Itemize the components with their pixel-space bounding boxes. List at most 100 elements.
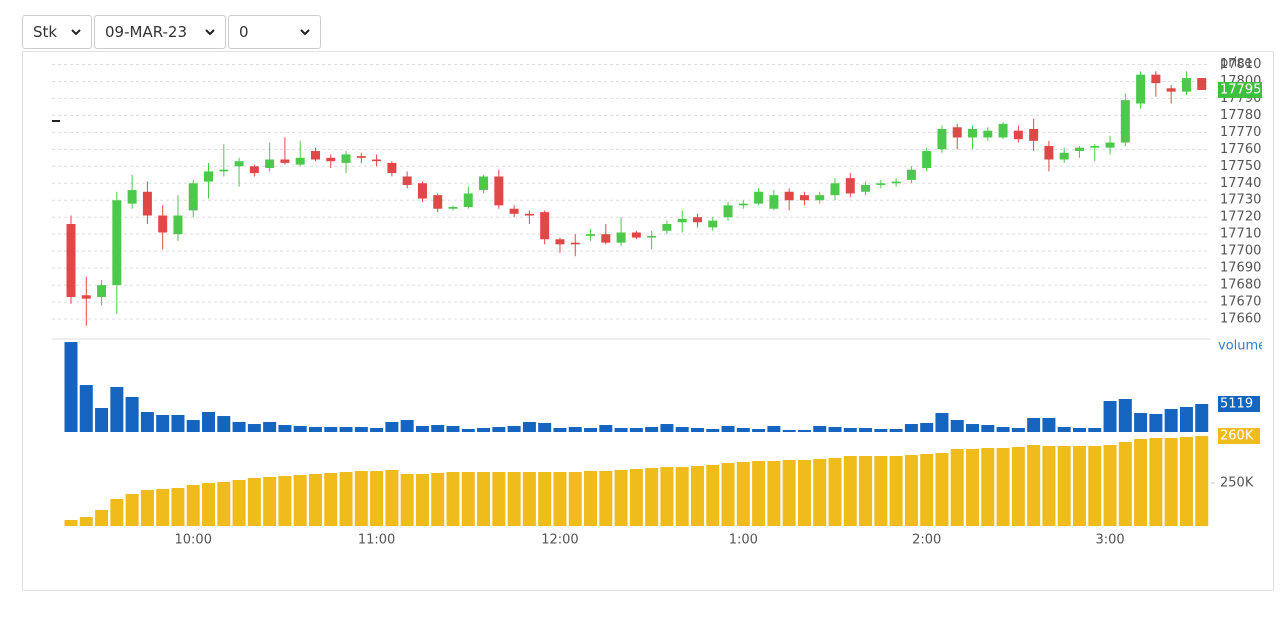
bar	[370, 470, 384, 526]
bar	[950, 448, 964, 526]
chevron	[205, 28, 215, 35]
y-tick-label: 17680	[1220, 278, 1261, 293]
candle-body	[586, 234, 596, 236]
y-tick-label: 17730	[1220, 193, 1261, 208]
bar	[568, 427, 582, 432]
candle-body	[204, 171, 214, 182]
bar	[614, 469, 628, 526]
y-tick-label: 17660	[1220, 312, 1261, 327]
candle-body	[1181, 78, 1191, 92]
bar	[966, 424, 980, 432]
bar	[507, 425, 521, 432]
bar	[492, 427, 506, 432]
x-tick-label: 3:00	[1095, 533, 1124, 548]
bar	[645, 468, 659, 526]
bar	[156, 488, 170, 526]
bar	[599, 424, 613, 432]
bar	[874, 455, 888, 526]
candle-body	[738, 203, 748, 206]
y-tick-label: 17690	[1220, 261, 1261, 276]
bar	[1057, 427, 1071, 432]
bar	[813, 425, 827, 432]
last-price-label: 17795	[1220, 82, 1261, 97]
candle-body	[570, 242, 580, 245]
bar	[797, 429, 811, 432]
candle-body	[830, 183, 840, 196]
bar	[1164, 409, 1178, 432]
bar	[1011, 428, 1025, 432]
bar	[507, 472, 521, 526]
bar	[400, 473, 414, 526]
candle-body	[417, 183, 427, 199]
candle-body	[341, 154, 351, 163]
bar	[1103, 400, 1117, 432]
bar	[522, 421, 536, 432]
bar	[782, 460, 796, 526]
bar	[538, 422, 552, 432]
date-select[interactable]: 09-MAR-23	[94, 15, 226, 49]
candle-body	[142, 191, 152, 216]
bar	[752, 460, 766, 526]
candle-body	[188, 183, 198, 211]
bar	[553, 428, 567, 432]
select-text: Stk	[33, 23, 58, 41]
bar	[278, 475, 292, 526]
candle-body	[249, 166, 259, 174]
candle-body	[112, 200, 122, 286]
bar	[1057, 446, 1071, 526]
candle-body	[66, 224, 76, 297]
candle-body	[372, 159, 382, 162]
bar	[79, 517, 93, 526]
bar	[446, 472, 460, 526]
bar	[889, 455, 903, 526]
chart: 17660 17670 17680 17690 17700 17710 17720 17730…	[52, 56, 1262, 548]
bar	[859, 455, 873, 526]
last-price-badge	[1218, 81, 1262, 98]
candle-body	[1059, 152, 1069, 160]
bar	[415, 425, 429, 432]
candle-body	[983, 130, 993, 138]
candle-body	[402, 176, 412, 185]
x-tick-label: 10:00	[175, 533, 212, 548]
bar	[1179, 437, 1193, 526]
bar	[1072, 428, 1086, 432]
bar	[263, 421, 277, 432]
stock-select[interactable]: Stk	[22, 15, 92, 49]
bar	[385, 421, 399, 432]
bar	[125, 493, 139, 526]
candle-body	[1136, 74, 1146, 104]
bar	[935, 452, 949, 526]
candle-body	[173, 215, 183, 235]
bar	[736, 461, 750, 526]
candle-body	[784, 191, 794, 201]
bar	[904, 455, 918, 526]
bar	[706, 464, 720, 526]
candle-body	[463, 193, 473, 208]
strike-select[interactable]: 0	[228, 15, 321, 49]
bar	[217, 482, 231, 526]
bar	[1195, 436, 1209, 526]
y-tick-label: 17740	[1220, 176, 1261, 191]
y-tick-label: 17700	[1220, 244, 1261, 259]
bar	[675, 427, 689, 432]
candle-body	[356, 156, 366, 158]
bar	[95, 509, 109, 526]
bar	[859, 428, 873, 432]
bar	[385, 469, 399, 526]
candle-body	[937, 128, 947, 150]
candle-body	[1120, 100, 1130, 143]
candle-body	[479, 176, 489, 191]
candle-body	[540, 212, 550, 240]
bar	[981, 424, 995, 432]
bar	[950, 420, 964, 432]
bar	[202, 482, 216, 526]
bar	[752, 428, 766, 432]
bar	[843, 428, 857, 432]
candle-body	[662, 224, 672, 231]
candle-body	[861, 184, 871, 192]
candle-body	[1151, 74, 1161, 84]
candle-body	[448, 207, 458, 209]
y-tick-label: 250K	[1220, 475, 1254, 490]
select-text: 0	[239, 23, 249, 41]
